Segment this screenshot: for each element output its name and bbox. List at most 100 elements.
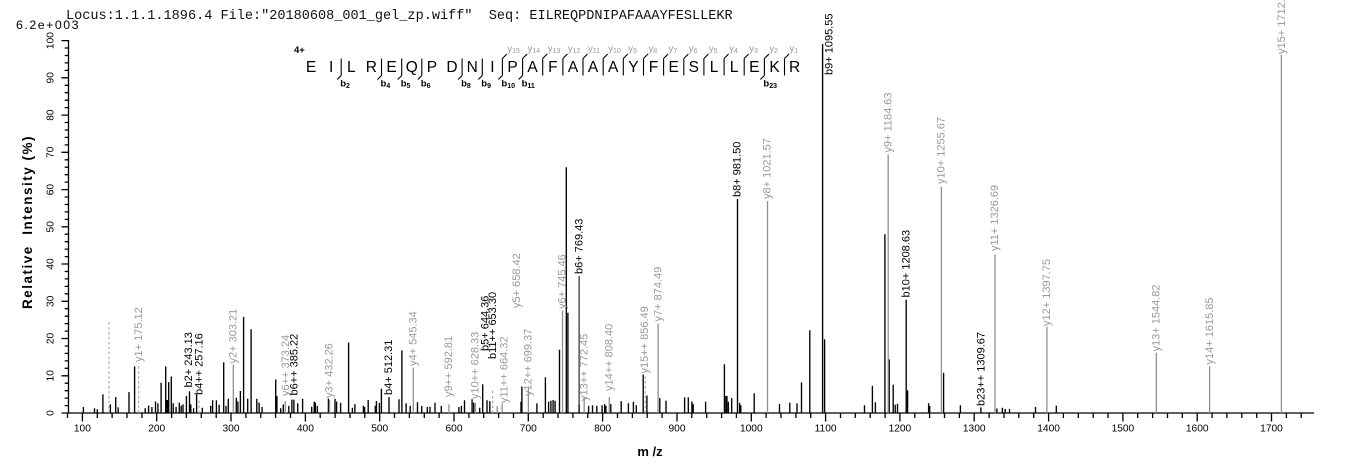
svg-text:1300: 1300: [963, 424, 986, 435]
svg-text:900: 900: [669, 424, 686, 435]
svg-text:y8: y8: [649, 44, 658, 56]
svg-text:L: L: [730, 59, 739, 76]
svg-text:y8+ 1021.57: y8+ 1021.57: [762, 138, 774, 199]
svg-text:L: L: [710, 59, 719, 76]
svg-text:y13++ 772.45: y13++ 772.45: [578, 334, 590, 401]
svg-text:E: E: [306, 59, 316, 76]
svg-text:30: 30: [46, 295, 57, 307]
svg-text:y6+ 745.46: y6+ 745.46: [557, 254, 569, 309]
svg-text:P: P: [507, 59, 517, 76]
svg-text:b6++ 385.22: b6++ 385.22: [289, 334, 301, 396]
svg-text:y2: y2: [769, 44, 778, 56]
svg-text:N: N: [467, 59, 478, 76]
svg-text:1000: 1000: [740, 424, 763, 435]
svg-text:y14+ 1615.85: y14+ 1615.85: [1204, 298, 1216, 365]
svg-text:Q: Q: [406, 59, 418, 76]
svg-text:y12++ 699.37: y12++ 699.37: [523, 329, 535, 396]
svg-text:b23: b23: [763, 79, 777, 91]
svg-text:80: 80: [46, 109, 57, 121]
svg-text:P: P: [427, 59, 437, 76]
svg-text:b11++ 653.30: b11++ 653.30: [487, 292, 499, 359]
svg-text:y13: y13: [548, 44, 561, 56]
svg-text:b10+ 1208.63: b10+ 1208.63: [900, 230, 912, 298]
svg-text:70: 70: [46, 146, 57, 158]
svg-text:b2+ 243.13: b2+ 243.13: [183, 332, 195, 387]
svg-text:y1: y1: [790, 44, 799, 56]
svg-text:y12+ 1397.75: y12+ 1397.75: [1041, 259, 1053, 326]
svg-text:D: D: [446, 59, 457, 76]
svg-text:y10: y10: [608, 44, 621, 56]
svg-text:y5: y5: [709, 44, 718, 56]
svg-text:y11+ 1326.69: y11+ 1326.69: [989, 185, 1001, 251]
svg-text:Relative Intensity (%): Relative Intensity (%): [20, 135, 35, 309]
svg-text:y6: y6: [689, 44, 698, 56]
svg-text:y14++ 808.40: y14++ 808.40: [604, 324, 616, 391]
svg-text:y3+ 432.26: y3+ 432.26: [324, 343, 336, 398]
svg-text:y7+ 874.49: y7+ 874.49: [652, 267, 664, 322]
svg-text:R: R: [789, 59, 800, 76]
svg-text:b4++ 257.16: b4++ 257.16: [193, 333, 205, 395]
svg-text:y10++ 628.33: y10++ 628.33: [470, 332, 482, 399]
svg-text:y9++ 592.81: y9++ 592.81: [443, 336, 455, 397]
svg-text:200: 200: [148, 424, 165, 435]
svg-text:20: 20: [46, 333, 57, 345]
svg-text:y2+ 303.21: y2+ 303.21: [228, 309, 240, 364]
svg-text:y12: y12: [568, 44, 581, 56]
svg-text:L: L: [347, 59, 356, 76]
svg-text:I: I: [329, 59, 333, 76]
svg-text:y4+ 545.34: y4+ 545.34: [407, 311, 419, 366]
svg-text:y5+ 658.42: y5+ 658.42: [511, 253, 523, 308]
svg-text:1200: 1200: [889, 424, 912, 435]
svg-text:y15+ 1712.94: y15+ 1712.94: [1276, 0, 1288, 54]
svg-text:A: A: [568, 59, 579, 76]
svg-text:1500: 1500: [1112, 424, 1135, 435]
svg-text:m /z: m /z: [637, 444, 663, 459]
svg-text:b4: b4: [381, 79, 391, 91]
svg-text:b11: b11: [522, 79, 535, 91]
svg-text:60: 60: [46, 184, 57, 196]
svg-text:b23++ 1309.67: b23++ 1309.67: [976, 332, 988, 406]
svg-text:700: 700: [520, 424, 537, 435]
svg-text:b8: b8: [461, 79, 471, 91]
svg-text:b9+ 1095.55: b9+ 1095.55: [824, 14, 836, 75]
svg-text:y6++ 373.24: y6++ 373.24: [280, 335, 292, 396]
svg-text:1400: 1400: [1037, 424, 1060, 435]
svg-text:50: 50: [46, 221, 57, 233]
svg-text:A: A: [588, 59, 599, 76]
svg-text:Y: Y: [628, 59, 638, 76]
svg-text:y3: y3: [749, 44, 758, 56]
svg-text:b5: b5: [401, 79, 411, 91]
svg-text:100: 100: [46, 32, 57, 49]
svg-text:y13+ 1544.82: y13+ 1544.82: [1151, 285, 1163, 352]
svg-text:y15++ 856.49: y15++ 856.49: [639, 306, 651, 373]
svg-text:E: E: [386, 59, 396, 76]
svg-text:y1+ 175.12: y1+ 175.12: [133, 307, 145, 362]
svg-text:b9: b9: [481, 79, 491, 91]
svg-text:E: E: [749, 59, 759, 76]
svg-text:y9: y9: [628, 44, 637, 56]
svg-text:A: A: [608, 59, 619, 76]
svg-text:b4+ 512.31: b4+ 512.31: [383, 340, 395, 395]
svg-text:F: F: [649, 59, 658, 76]
svg-text:b2: b2: [340, 79, 350, 91]
svg-text:A: A: [527, 59, 538, 76]
svg-text:4+: 4+: [294, 45, 305, 56]
svg-text:300: 300: [223, 424, 240, 435]
svg-text:b10: b10: [501, 79, 515, 91]
svg-text:y7: y7: [669, 44, 678, 56]
svg-text:y14: y14: [528, 44, 541, 56]
svg-text:40: 40: [46, 258, 57, 270]
svg-text:K: K: [769, 59, 780, 76]
svg-text:y4: y4: [729, 44, 738, 56]
svg-text:0: 0: [46, 410, 57, 416]
svg-text:b5+ 644.36: b5+ 644.36: [479, 296, 491, 351]
svg-text:y9+ 1184.63: y9+ 1184.63: [883, 92, 895, 152]
svg-text:y11: y11: [588, 44, 600, 56]
svg-text:6.2e+003: 6.2e+003: [16, 18, 80, 32]
svg-text:90: 90: [46, 72, 57, 84]
svg-text:E: E: [669, 59, 679, 76]
svg-text:400: 400: [297, 424, 314, 435]
svg-text:1700: 1700: [1260, 424, 1283, 435]
svg-text:b6+ 769.43: b6+ 769.43: [573, 219, 585, 274]
svg-text:F: F: [548, 59, 557, 76]
